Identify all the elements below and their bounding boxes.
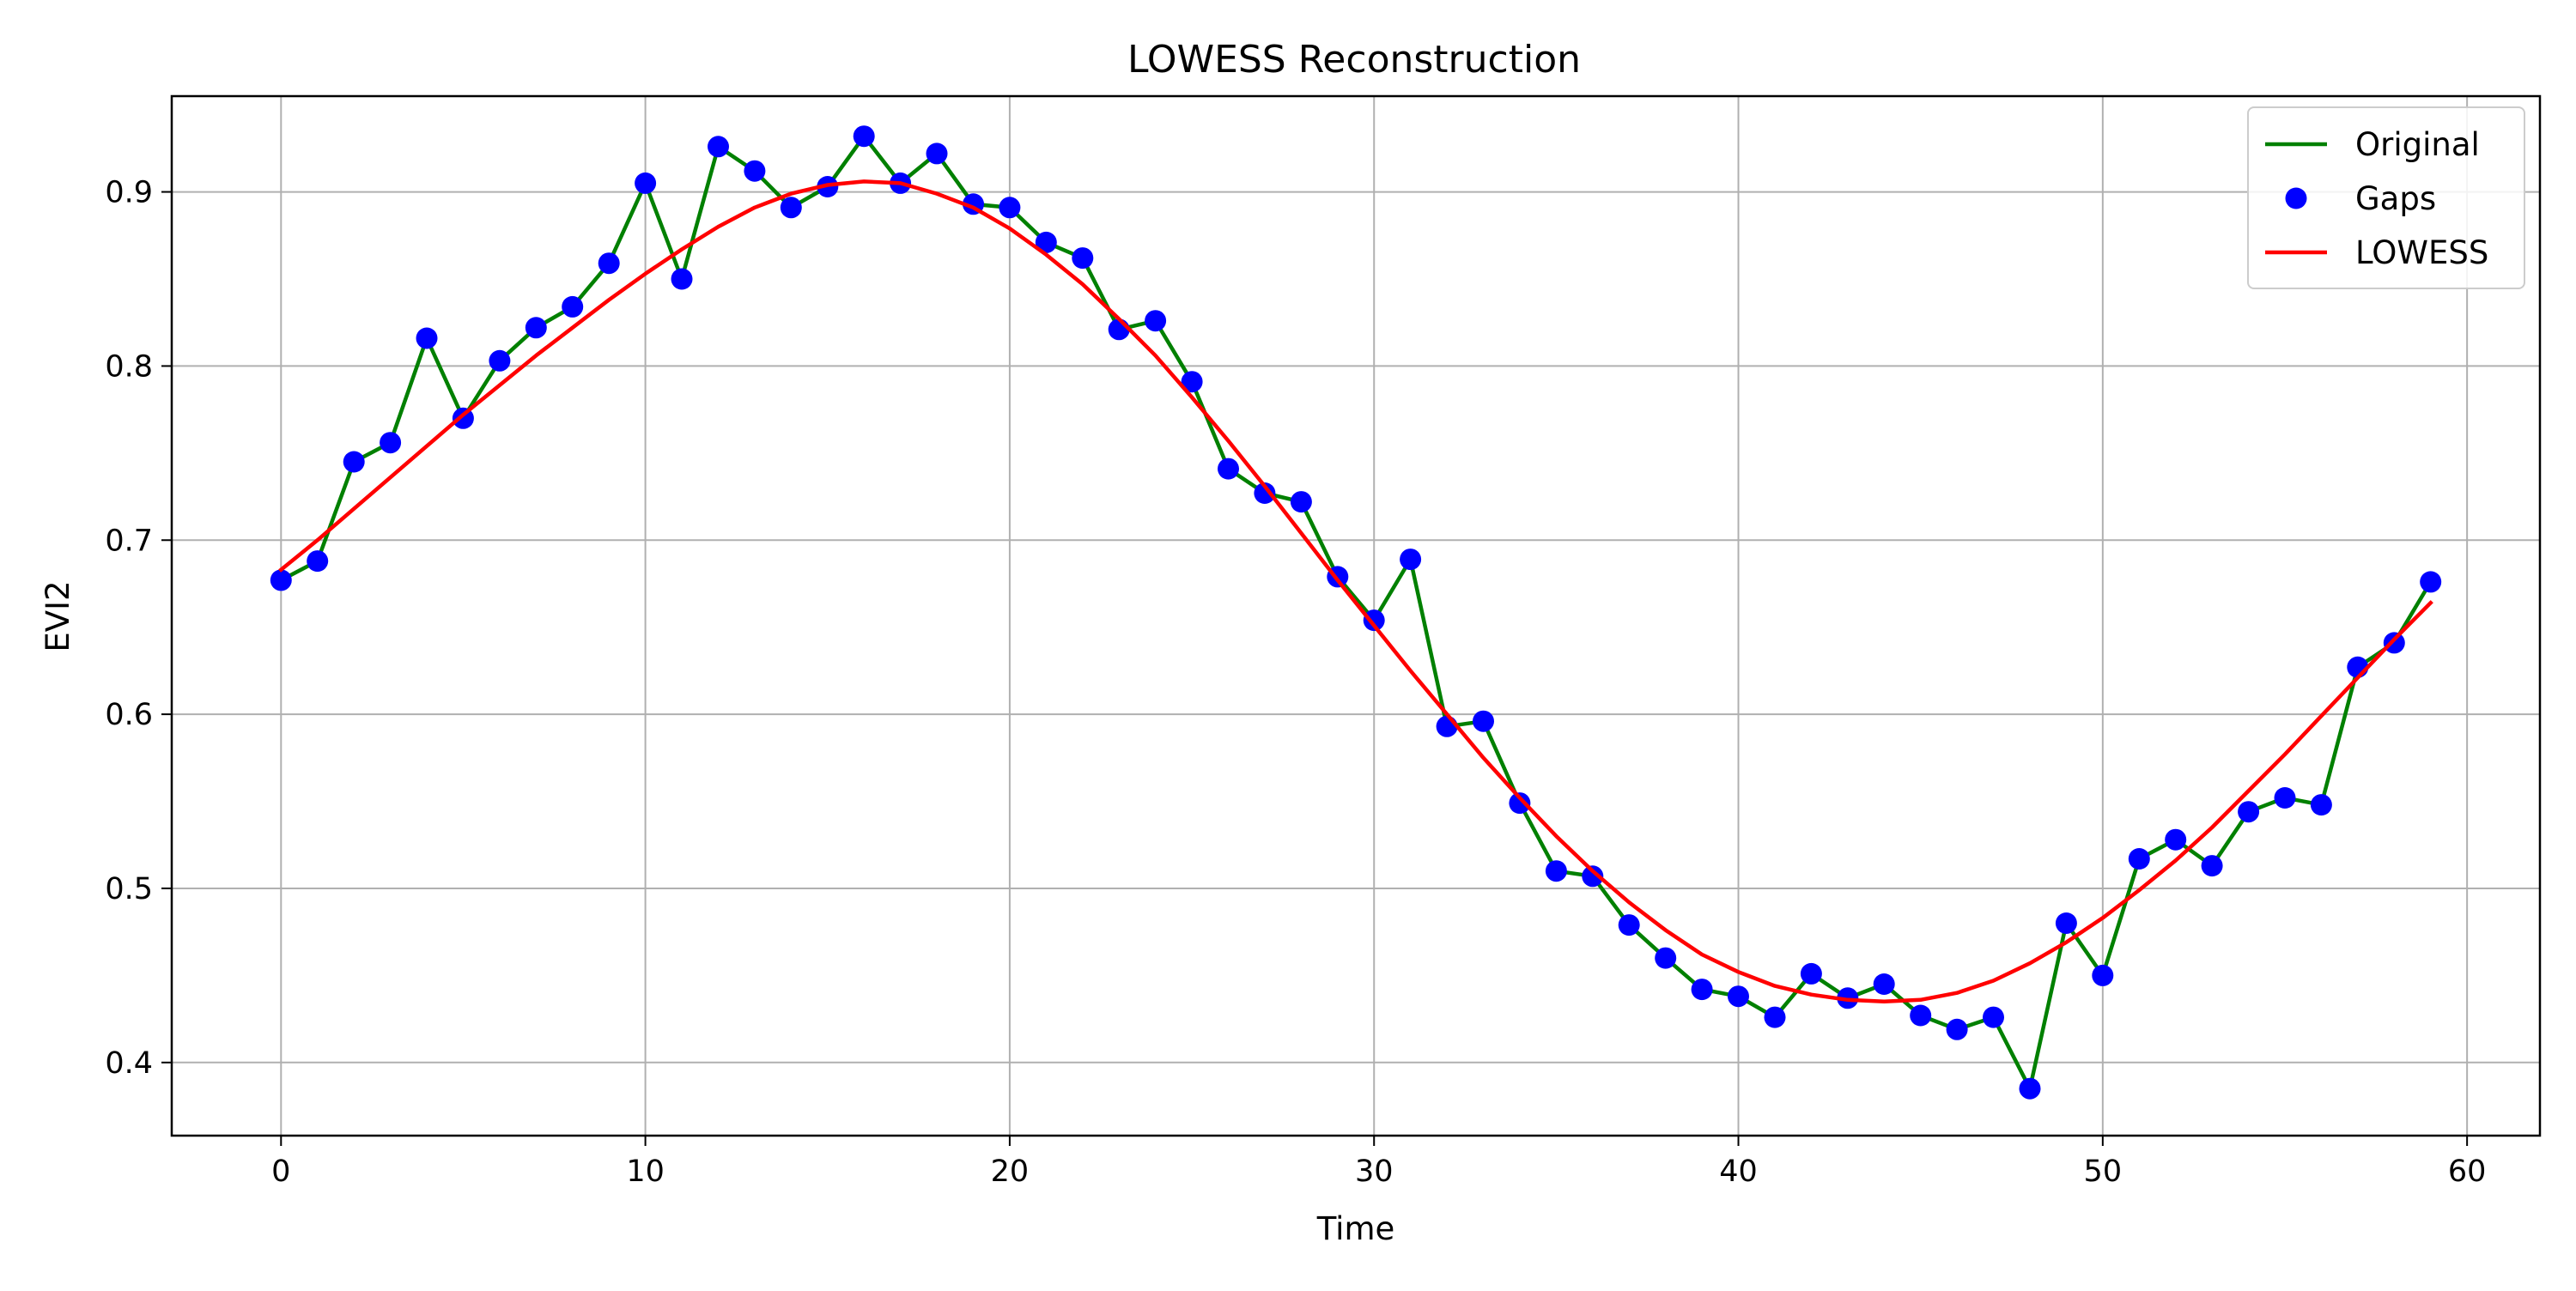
data-point-gaps: [307, 550, 329, 573]
x-tick-label: 50: [2084, 1155, 2123, 1189]
y-tick-label: 0.6: [105, 698, 153, 732]
x-tick-label: 20: [991, 1155, 1030, 1189]
data-point-gaps: [1254, 482, 1276, 504]
legend-label-original: Original: [2355, 126, 2480, 163]
data-point-gaps: [1072, 247, 1094, 270]
data-point-gaps: [2238, 801, 2260, 823]
data-point-gaps: [2383, 632, 2405, 654]
data-point-gaps: [1800, 962, 1822, 985]
data-point-gaps: [708, 136, 729, 158]
data-point-gaps: [1618, 914, 1640, 936]
data-point-gaps: [1582, 865, 1604, 888]
x-tick-label: 40: [1719, 1155, 1758, 1189]
plot-frame: [170, 94, 2542, 1137]
data-point-gaps: [1545, 860, 1567, 882]
data-point-gaps: [2420, 571, 2442, 593]
data-point-gaps: [1108, 318, 1130, 341]
data-point-gaps: [1764, 1006, 1786, 1028]
data-point-gaps: [380, 432, 402, 454]
data-point-gaps: [1983, 1006, 2004, 1028]
y-axis-label: EVI2: [39, 580, 76, 652]
data-point-gaps: [2310, 794, 2332, 816]
data-point-gaps: [2019, 1077, 2041, 1100]
data-point-gaps: [2055, 912, 2077, 934]
data-point-gaps: [1910, 1004, 1932, 1027]
data-point-gaps: [2274, 787, 2296, 809]
chart-title: LOWESS Reconstruction: [1127, 38, 1581, 82]
data-point-gaps: [780, 197, 802, 219]
data-point-gaps: [489, 349, 511, 372]
data-point-gaps: [1473, 710, 1494, 732]
data-point-gaps: [1145, 310, 1167, 332]
axis-ticks: 0 10 20 30 40 50 60 0.4 0.5 0.6 0.7 0.8 0.9: [105, 176, 2486, 1189]
y-tick-label: 0.4: [105, 1046, 153, 1081]
legend-label-gaps: Gaps: [2355, 180, 2436, 217]
legend-label-lowess: LOWESS: [2355, 234, 2488, 271]
x-tick-label: 60: [2448, 1155, 2487, 1189]
data-point-gaps: [1290, 491, 1312, 513]
data-point-gaps: [2128, 848, 2150, 870]
data-point-gaps: [671, 268, 693, 290]
x-tick-label: 30: [1355, 1155, 1394, 1189]
data-point-gaps: [562, 295, 584, 318]
x-tick-label: 10: [626, 1155, 665, 1189]
data-point-gaps: [2165, 828, 2187, 851]
data-point-gaps: [1655, 947, 1677, 969]
data-point-gaps: [452, 407, 474, 429]
grid-lines: [172, 96, 2540, 1136]
legend-box: [2247, 106, 2525, 289]
x-axis-label: Time: [1316, 1210, 1395, 1247]
data-point-gaps: [926, 142, 948, 165]
y-tick-label: 0.7: [105, 524, 153, 558]
x-tick-label: 0: [271, 1155, 290, 1189]
data-point-gaps: [1873, 973, 1895, 995]
legend-swatch-gaps: [2285, 187, 2307, 209]
data-point-gaps: [2201, 855, 2223, 877]
data-point-gaps: [853, 125, 875, 148]
data-point-gaps: [1946, 1018, 1968, 1040]
data-point-gaps: [598, 252, 620, 275]
data-point-gaps: [2092, 964, 2114, 986]
data-point-gaps: [270, 569, 292, 591]
series-layer: [270, 125, 2442, 1100]
legend: Original Gaps LOWESS: [2247, 106, 2525, 289]
data-point-gaps: [1509, 792, 1531, 815]
data-point-gaps: [1436, 715, 1458, 737]
data-point-gaps: [1728, 985, 1749, 1008]
data-point-gaps: [416, 327, 438, 349]
data-point-gaps: [1181, 371, 1203, 393]
data-point-gaps: [1400, 549, 1422, 571]
data-point-gaps: [343, 451, 365, 473]
data-point-gaps: [1691, 979, 1713, 1001]
data-point-gaps: [999, 197, 1021, 219]
data-point-gaps: [635, 172, 657, 194]
data-point-gaps: [1218, 458, 1239, 480]
data-point-gaps: [1363, 609, 1385, 632]
y-tick-label: 0.5: [105, 872, 153, 906]
data-point-gaps: [525, 317, 547, 339]
data-point-gaps: [744, 160, 766, 182]
data-point-gaps: [1035, 231, 1057, 253]
y-tick-label: 0.8: [105, 349, 153, 384]
series-line-lowess: [278, 179, 2433, 1004]
y-tick-label: 0.9: [105, 176, 153, 210]
